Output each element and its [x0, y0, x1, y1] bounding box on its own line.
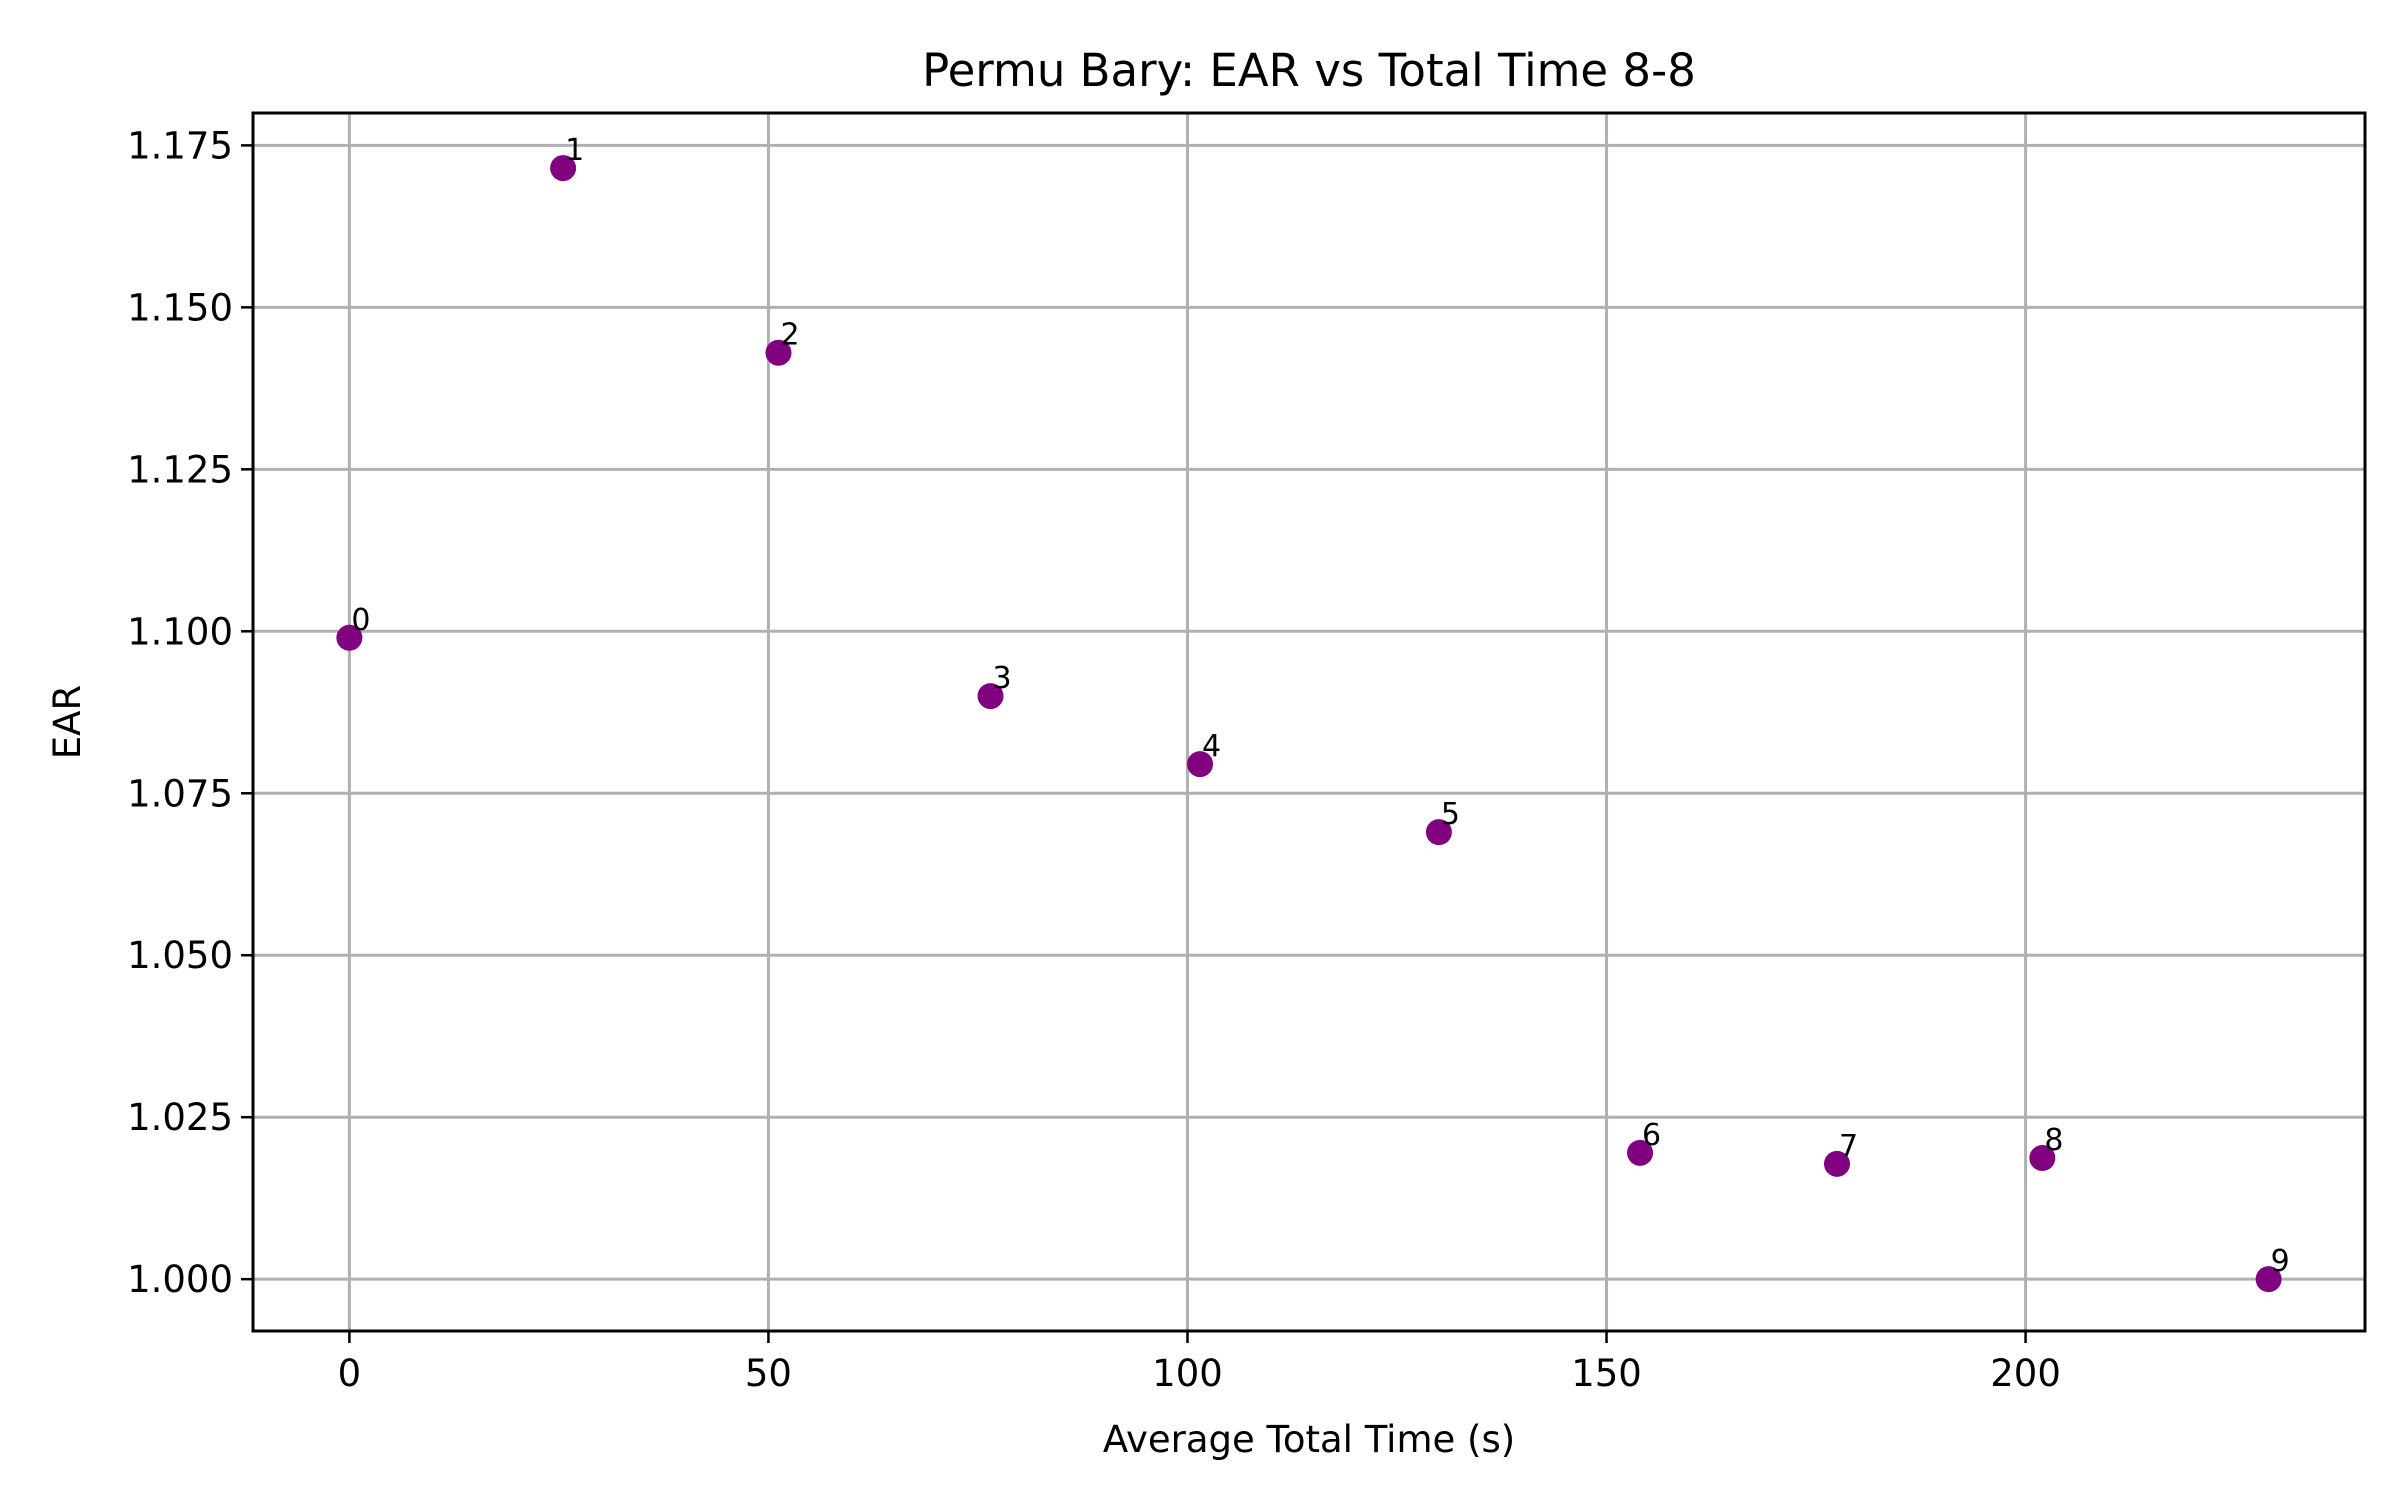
data-point-2 — [765, 339, 792, 366]
x-tick-label: 200 — [1990, 1352, 2061, 1395]
data-point-0 — [336, 624, 363, 651]
grid — [253, 113, 2365, 1331]
data-point-1 — [550, 155, 577, 182]
data-point-5 — [1425, 819, 1452, 846]
point-label-0: 0 — [351, 603, 370, 638]
point-label-7: 7 — [1839, 1129, 1858, 1164]
point-label-5: 5 — [1441, 797, 1460, 832]
y-tick-label: 1.175 — [127, 124, 233, 167]
x-axis-ticks: 0 50 100 150 200 — [338, 1331, 2061, 1395]
x-tick-label: 150 — [1571, 1352, 1642, 1395]
point-label-3: 3 — [993, 661, 1012, 696]
x-tick-label: 0 — [338, 1352, 362, 1395]
y-tick-label: 1.150 — [127, 286, 233, 329]
data-point-9 — [2255, 1266, 2282, 1293]
y-axis-ticks: 1.000 1.025 1.050 1.075 1.100 1.125 1.150 1.175 — [127, 124, 253, 1301]
data-point-8 — [2029, 1145, 2056, 1172]
y-tick-label: 1.100 — [127, 610, 233, 653]
data-point-3 — [977, 683, 1004, 710]
data-point-6 — [1627, 1139, 1654, 1166]
x-tick-label: 50 — [745, 1352, 792, 1395]
y-tick-label: 1.125 — [127, 448, 233, 491]
y-tick-label: 1.050 — [127, 934, 233, 977]
point-labels: 0 1 2 3 4 5 6 7 8 9 — [351, 133, 2289, 1279]
x-axis-label: Average Total Time (s) — [1103, 1418, 1515, 1461]
data-point-7 — [1824, 1150, 1850, 1177]
y-tick-label: 1.025 — [127, 1096, 233, 1139]
point-label-9: 9 — [2271, 1244, 2290, 1279]
point-label-2: 2 — [780, 318, 799, 353]
y-tick-label: 1.075 — [127, 772, 233, 815]
chart-title: Permu Bary: EAR vs Total Time 8-8 — [922, 44, 1696, 97]
point-label-8: 8 — [2044, 1123, 2063, 1158]
y-tick-label: 1.000 — [127, 1258, 233, 1301]
plot-frame — [251, 111, 2367, 1333]
point-label-1: 1 — [565, 133, 584, 168]
data-points — [336, 155, 2282, 1293]
y-axis-label: EAR — [46, 685, 89, 759]
x-tick-label: 100 — [1152, 1352, 1223, 1395]
point-label-4: 4 — [1202, 729, 1221, 764]
point-label-6: 6 — [1642, 1118, 1661, 1153]
data-point-4 — [1187, 751, 1214, 778]
